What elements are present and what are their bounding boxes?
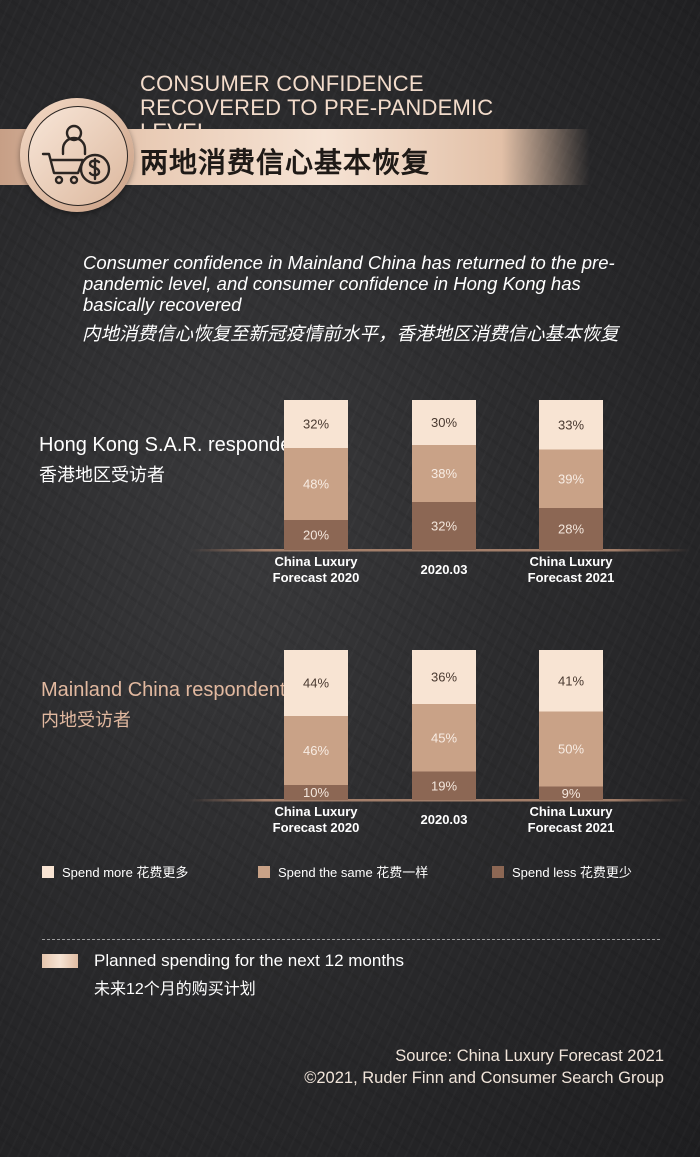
hk-bar-clf-2020-spend-more [284, 400, 348, 448]
hk-bar-2020-03-spend-less [412, 502, 476, 550]
title-badge [20, 98, 134, 212]
mc-bar-clf-2021-spend-less [539, 786, 603, 800]
page-title-cn: 两地消费信心基本恢复 [140, 147, 431, 178]
mc-bar-clf-2020-spend-same [284, 716, 348, 785]
hk-bar-clf-2021-spend-less [539, 508, 603, 550]
hk-bar-clf-2020-spend-less [284, 520, 348, 550]
hk-category-label-clf-2020: China Luxury Forecast 2020 [273, 554, 360, 585]
mc-value-label-clf-2020-spend-more: 44% [303, 676, 329, 691]
mc-bar-2020-03-spend-more [412, 650, 476, 704]
hk-value-label-clf-2021-spend-more: 33% [558, 417, 584, 432]
mc-segment-label: Mainland China respondents 内地受访者 [41, 679, 296, 731]
intro-text-en: Consumer confidence in Mainland China ha… [83, 252, 615, 315]
hk-value-label-clf-2020-spend-more: 32% [303, 417, 329, 432]
copyright-line: ©2021, Ruder Finn and Consumer Search Gr… [304, 1069, 664, 1087]
mc-value-label-2020-03-spend-less: 19% [431, 778, 457, 793]
mc-segment-label-en: Mainland China respondents [41, 679, 296, 701]
hk-baseline [190, 549, 690, 552]
hk-value-label-2020-03-spend-same: 38% [431, 466, 457, 481]
mc-value-label-clf-2020-spend-same: 46% [303, 743, 329, 758]
hk-value-label-clf-2020-spend-same: 48% [303, 477, 329, 492]
mc-bar-2020-03-spend-less [412, 771, 476, 800]
chart-legend: Spend more 花费更多 Spend the same 花费一样 Spen… [42, 862, 682, 882]
hk-bar-2020-03-spend-same [412, 445, 476, 502]
mc-category-label-2020-03: 2020.03 [421, 812, 468, 827]
shopping-cart-money-icon [41, 124, 111, 185]
legend-swatch-spend-same [258, 865, 270, 878]
hk-value-label-2020-03-spend-less: 32% [431, 519, 457, 534]
legend-label-spend-more: Spend more 花费更多 [62, 865, 189, 880]
hk-stacked-bar-chart: 20% 48% 32% China Luxury Forecast 2020 32% 38%… [190, 400, 690, 585]
planned-spending-swatch [42, 954, 78, 968]
legend-item-spend-more: Spend more 花费更多 [42, 862, 188, 881]
intro-text-cn: 内地消费信心恢复至新冠疫情前水平，香港地区消费信心基本恢复 [82, 323, 619, 344]
planned-spending-cn: 未来12个月的购买计划 [94, 981, 256, 998]
mc-bar-clf-2020-spend-more [284, 650, 348, 716]
hk-bar-clf-2020-spend-same [284, 448, 348, 520]
source-line: Source: China Luxury Forecast 2021 [395, 1047, 664, 1065]
hk-category-label-2020-03: 2020.03 [421, 562, 468, 577]
mc-category-label-clf-2021: China Luxury Forecast 2021 [528, 804, 615, 835]
hk-value-label-clf-2021-spend-same: 39% [558, 471, 584, 486]
hk-category-label-clf-2021: China Luxury Forecast 2021 [528, 554, 615, 585]
mc-value-label-clf-2020-spend-less: 10% [303, 785, 329, 800]
hk-segment-label: Hong Kong S.A.R. respondents 香港地区受访者 [39, 434, 318, 486]
divider [42, 939, 660, 940]
legend-item-spend-same: Spend the same 花费一样 [258, 862, 428, 881]
mc-value-label-clf-2021-spend-less: 9% [562, 786, 581, 801]
mc-segment-label-cn: 内地受访者 [41, 710, 131, 730]
mc-stacked-bar-chart: 10% 46% 44% China Luxury Forecast 2020 19% 45%… [190, 650, 690, 835]
planned-spending-note: Planned spending for the next 12 months … [42, 951, 642, 1001]
mc-category-label-clf-2020: China Luxury Forecast 2020 [273, 804, 360, 835]
source-credit: Source: China Luxury Forecast 2021 ©2021… [304, 1045, 664, 1089]
legend-item-spend-less: Spend less 花费更少 [492, 862, 632, 881]
legend-label-spend-less: Spend less 花费更少 [512, 865, 632, 880]
planned-spending-en: Planned spending for the next 12 months [94, 951, 404, 970]
mc-value-label-clf-2021-spend-same: 50% [558, 742, 584, 757]
hk-value-label-2020-03-spend-more: 30% [431, 415, 457, 430]
hk-value-label-clf-2020-spend-less: 20% [303, 528, 329, 543]
mc-baseline [190, 799, 690, 802]
hk-bar-clf-2021-spend-more [539, 400, 603, 450]
legend-swatch-spend-more [42, 865, 54, 878]
mc-bar-clf-2021-spend-same [539, 711, 603, 787]
hk-value-label-clf-2021-spend-less: 28% [558, 522, 584, 537]
mc-value-label-2020-03-spend-more: 36% [431, 670, 457, 685]
mc-value-label-2020-03-spend-same: 45% [431, 730, 457, 745]
hk-segment-label-en: Hong Kong S.A.R. respondents [39, 434, 319, 456]
page-title-en: CONSUMER CONFIDENCE RECOVERED TO PRE-PAN… [140, 71, 494, 144]
legend-swatch-spend-less [492, 865, 504, 878]
mc-bar-clf-2020-spend-less [284, 785, 348, 800]
mc-bar-clf-2021-spend-more [539, 650, 603, 712]
mc-value-label-clf-2021-spend-more: 41% [558, 673, 584, 688]
hk-segment-label-cn: 香港地区受访者 [39, 465, 165, 485]
hk-bar-clf-2021-spend-same [539, 449, 603, 508]
mc-bar-2020-03-spend-same [412, 704, 476, 772]
hk-bar-2020-03-spend-more [412, 400, 476, 445]
legend-label-spend-same: Spend the same 花费一样 [278, 865, 429, 880]
